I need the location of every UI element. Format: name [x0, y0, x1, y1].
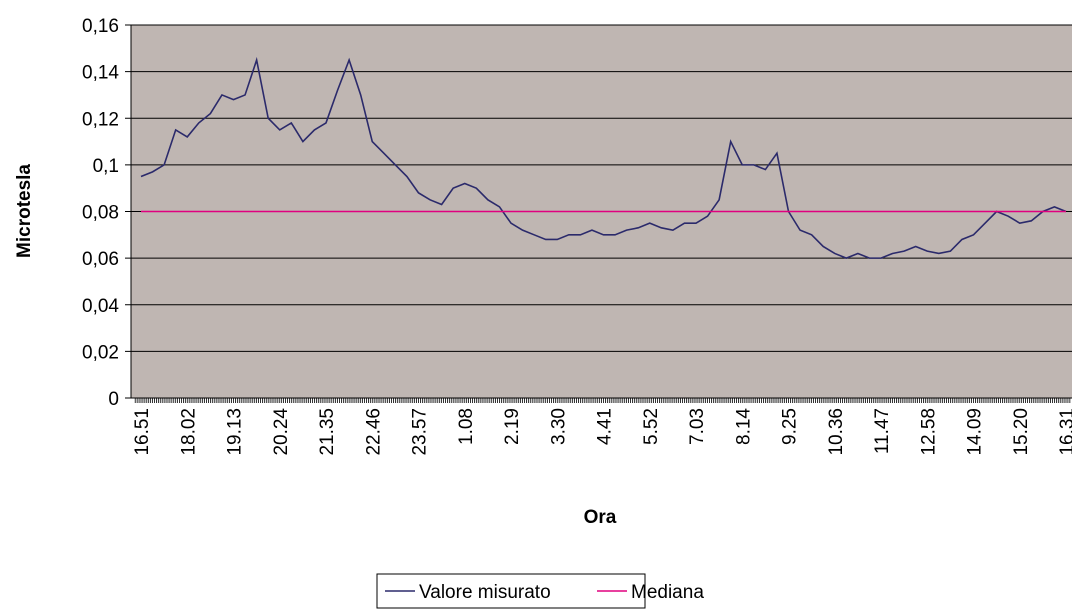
- y-tick-label: 0,12: [82, 109, 119, 130]
- x-tick-label: 21.35: [317, 408, 338, 456]
- y-tick-label: 0,1: [93, 156, 119, 177]
- y-tick-label: 0,08: [82, 203, 119, 224]
- x-tick-label: 10.36: [826, 408, 847, 456]
- x-tick-label: 7.03: [687, 408, 708, 445]
- x-tick-label: 14.09: [965, 408, 986, 456]
- y-tick-label: 0,06: [82, 249, 119, 270]
- y-tick-label: 0: [108, 389, 119, 410]
- x-tick-label: 18.02: [178, 408, 199, 456]
- y-tick-label: 0,04: [82, 296, 119, 317]
- y-tick-label: 0,16: [82, 16, 119, 37]
- x-tick-label: 22.46: [363, 408, 384, 456]
- legend-label: Valore misurato: [419, 582, 551, 603]
- y-axis-title: Microtesla: [14, 164, 35, 258]
- x-tick-label: 9.25: [780, 408, 801, 445]
- series-line: [140, 56, 1067, 259]
- x-tick-label: 15.20: [1011, 408, 1032, 456]
- x-tick-label: 23.57: [410, 408, 431, 456]
- x-tick-label: 8.14: [733, 408, 754, 445]
- x-tick-label: 12.58: [918, 408, 939, 456]
- x-tick-label: 1.08: [456, 408, 477, 445]
- x-tick-label: 16.31: [1057, 408, 1072, 456]
- legend-label: Mediana: [631, 582, 704, 603]
- x-tick-label: 16.51: [132, 408, 153, 456]
- x-axis-title: Ora: [584, 507, 617, 528]
- x-tick-label: 4.41: [595, 408, 616, 445]
- x-tick-label: 5.52: [641, 408, 662, 445]
- x-tick-label: 11.47: [872, 408, 893, 454]
- y-tick-label: 0,02: [82, 342, 119, 363]
- x-tick-label: 3.30: [548, 408, 569, 445]
- x-tick-label: 19.13: [225, 408, 246, 456]
- x-tick-label: 20.24: [271, 408, 292, 456]
- y-tick-label: 0,14: [82, 63, 119, 84]
- x-tick-label: 2.19: [502, 408, 523, 445]
